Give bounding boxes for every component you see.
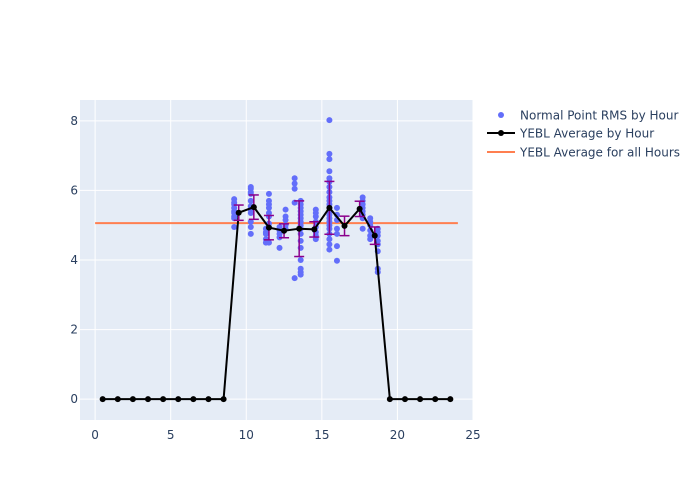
legend-marker-hourly-average (498, 130, 504, 136)
hourly-average-point (371, 232, 378, 239)
rms-point (231, 223, 238, 230)
rms-point (326, 241, 333, 248)
rms-point (367, 236, 374, 243)
hourly-average-point (160, 396, 167, 403)
rms-point (276, 244, 283, 251)
rms-point (247, 197, 254, 204)
hourly-average-point (401, 396, 408, 403)
hourly-average-point (281, 227, 288, 234)
rms-point (247, 210, 254, 217)
rms-point (326, 150, 333, 157)
y-tick-label: 8 (70, 114, 78, 128)
hourly-average-point (129, 396, 136, 403)
legend-label-overall-average: YEBL Average for all Hours (519, 146, 680, 160)
y-tick-label: 4 (70, 253, 78, 267)
hourly-average-point (265, 224, 272, 231)
y-tick-label: 2 (70, 323, 78, 337)
x-tick-label: 10 (239, 428, 254, 442)
legend-label-hourly-average: YEBL Average by Hour (519, 127, 654, 141)
rms-point (247, 223, 254, 230)
hourly-average-layer (99, 180, 454, 403)
rms-point (291, 175, 298, 182)
legend-item-overall-average[interactable]: YEBL Average for all Hours (487, 146, 680, 160)
grid-lines (80, 100, 474, 420)
rms-point (333, 230, 340, 237)
rms-point (326, 156, 333, 163)
rms-point (291, 185, 298, 192)
rms-point (247, 218, 254, 225)
hourly-average-point (175, 396, 182, 403)
rms-point (297, 257, 304, 263)
hourly-average-point (311, 226, 318, 233)
hourly-average-point (356, 205, 363, 212)
hourly-average-point (220, 396, 227, 403)
rms-point (276, 223, 283, 230)
rms-point (333, 257, 340, 264)
rms-point (247, 230, 254, 237)
rms-point (282, 217, 289, 223)
hourly-average-point (99, 396, 106, 403)
rms-point (333, 225, 340, 232)
x-tick-labels: 0 5 10 15 20 25 (91, 428, 480, 442)
y-tick-label: 6 (70, 183, 78, 197)
hourly-average-point (250, 204, 257, 211)
x-tick-label: 0 (91, 428, 99, 442)
legend-marker-rms-points (498, 112, 504, 118)
hourly-average-point (341, 222, 348, 229)
legend-item-rms-points[interactable]: Normal Point RMS by Hour (498, 109, 678, 123)
rms-point (359, 225, 366, 232)
rms-point (326, 236, 333, 243)
rms-point (265, 190, 272, 197)
rms-point (326, 117, 333, 124)
legend-label-rms-points: Normal Point RMS by Hour (520, 109, 678, 123)
rms-point (247, 190, 254, 197)
hourly-average-point (205, 396, 212, 403)
legend[interactable]: Normal Point RMS by Hour YEBL Average by… (487, 109, 680, 160)
rms-point (333, 243, 340, 250)
hourly-average-point (190, 396, 197, 403)
rms-point (326, 168, 333, 175)
hourly-average-point (145, 396, 152, 403)
hourly-average-point (326, 204, 333, 211)
hourly-average-point (432, 396, 439, 403)
legend-item-hourly-average[interactable]: YEBL Average by Hour (487, 127, 654, 141)
rms-point (333, 204, 340, 211)
rms-point (265, 204, 272, 211)
hourly-average-point (114, 396, 121, 403)
rms-point (265, 239, 272, 246)
x-tick-label: 5 (167, 428, 175, 442)
hourly-average-point (386, 396, 393, 403)
rms-point (326, 246, 333, 253)
rms-point (312, 213, 319, 220)
x-tick-label: 25 (465, 428, 480, 442)
hourly-average-point (417, 396, 424, 403)
rms-point (297, 271, 304, 278)
rms-point (282, 206, 289, 213)
hourly-average-point (447, 396, 454, 403)
y-tick-label: 0 (70, 392, 78, 406)
x-tick-label: 20 (390, 428, 405, 442)
hourly-average-point (296, 225, 303, 232)
rms-point (291, 180, 298, 187)
x-tick-label: 15 (314, 428, 329, 442)
y-tick-labels: 0 2 4 6 8 (70, 114, 78, 406)
hourly-average-point (235, 209, 242, 216)
rms-point (291, 275, 298, 282)
